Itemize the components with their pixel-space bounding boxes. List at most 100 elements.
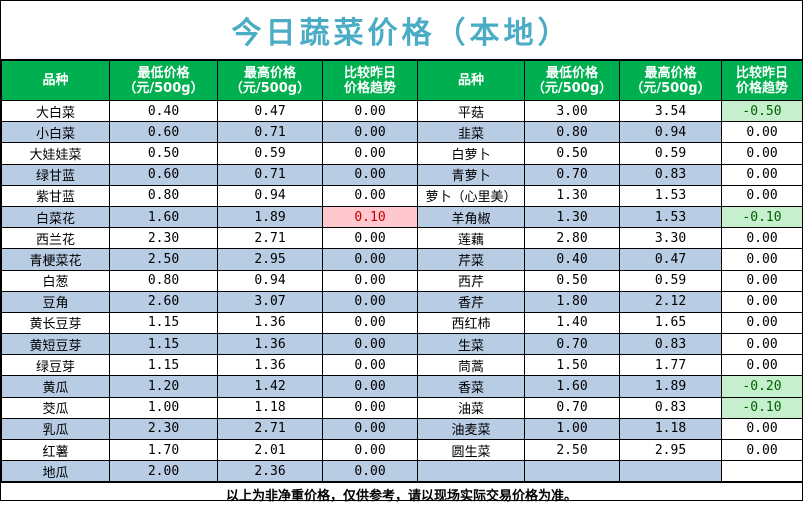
max-price: 1.18 bbox=[619, 417, 722, 441]
vegetable-name: 红薯 bbox=[1, 438, 110, 462]
min-price: 1.80 bbox=[524, 290, 620, 313]
vegetable-name: 莲藕 bbox=[417, 227, 525, 250]
min-price: 0.70 bbox=[524, 333, 620, 356]
min-price: 1.50 bbox=[524, 354, 620, 377]
vegetable-name: 绿甘蓝 bbox=[1, 163, 110, 186]
max-price: 0.83 bbox=[619, 163, 722, 186]
min-price: 1.30 bbox=[524, 205, 620, 229]
price-change: -0.20 bbox=[721, 375, 803, 398]
min-price: 0.40 bbox=[524, 248, 620, 271]
vegetable-name: 生菜 bbox=[417, 333, 525, 356]
vegetable-name: 羊角椒 bbox=[417, 205, 525, 229]
price-change: 0.00 bbox=[322, 121, 418, 144]
vegetable-name: 平菇 bbox=[417, 99, 525, 123]
min-price: 0.80 bbox=[109, 269, 218, 292]
max-price: 3.30 bbox=[619, 227, 722, 250]
price-change: 0.00 bbox=[721, 121, 803, 144]
max-price: 0.83 bbox=[619, 396, 722, 419]
price-change: 0.00 bbox=[322, 227, 418, 250]
vegetable-name: 韭菜 bbox=[417, 121, 525, 144]
max-price: 0.94 bbox=[619, 121, 722, 144]
max-price: 1.89 bbox=[619, 375, 722, 398]
max-price: 1.77 bbox=[619, 354, 722, 377]
max-price: 0.59 bbox=[619, 269, 722, 292]
max-price: 1.53 bbox=[619, 184, 722, 207]
price-change: 0.00 bbox=[322, 99, 418, 123]
max-price: 2.71 bbox=[217, 227, 323, 250]
disclaimer-text: 以上为非净重价格，仅供参考，请以现场实际交易价格为准。 bbox=[225, 488, 577, 504]
min-price: 1.60 bbox=[524, 375, 620, 398]
max-price: 1.42 bbox=[217, 375, 323, 398]
price-change: -0.10 bbox=[721, 396, 803, 419]
table-row: 大娃娃菜 0.50 0.59 0.00 白萝卜 0.50 0.59 0.00 bbox=[1, 142, 803, 165]
vegetable-name: 青萝卜 bbox=[417, 163, 525, 186]
price-change: 0.00 bbox=[721, 184, 803, 207]
min-price: 3.00 bbox=[524, 99, 620, 123]
price-change: 0.00 bbox=[322, 184, 418, 207]
max-price: 0.59 bbox=[619, 142, 722, 165]
vegetable-name: 青梗菜花 bbox=[1, 248, 110, 271]
price-table: 品种 最低价格 （元/500g） 最高价格 （元/500g） 比较昨日 价格趋势 品种… bbox=[1, 60, 803, 483]
min-price: 0.60 bbox=[109, 163, 218, 186]
min-price bbox=[524, 460, 620, 483]
min-price: 0.70 bbox=[524, 163, 620, 186]
min-price: 1.70 bbox=[109, 438, 218, 462]
table-row: 豆角 2.60 3.07 0.00 香芹 1.80 2.12 0.00 bbox=[1, 290, 803, 313]
header-min-right: 最低价格 （元/500g） bbox=[524, 60, 620, 101]
max-price: 3.07 bbox=[217, 290, 323, 313]
max-price: 0.94 bbox=[217, 269, 323, 292]
price-change: 0.00 bbox=[721, 311, 803, 335]
vegetable-name: 黄短豆芽 bbox=[1, 333, 110, 356]
min-price: 2.80 bbox=[524, 227, 620, 250]
header-name-left: 品种 bbox=[1, 60, 110, 101]
table-row: 黄长豆芽 1.15 1.36 0.00 西红柿 1.40 1.65 0.00 bbox=[1, 311, 803, 335]
min-price: 1.00 bbox=[109, 396, 218, 419]
min-price: 1.15 bbox=[109, 311, 218, 335]
price-change: 0.00 bbox=[721, 163, 803, 186]
min-price: 1.40 bbox=[524, 311, 620, 335]
min-price: 1.20 bbox=[109, 375, 218, 398]
price-change: 0.00 bbox=[322, 142, 418, 165]
price-change: 0.00 bbox=[721, 269, 803, 292]
vegetable-name: 黄瓜 bbox=[1, 375, 110, 398]
price-change: 0.00 bbox=[322, 290, 418, 313]
vegetable-name: 茭瓜 bbox=[1, 396, 110, 419]
max-price: 0.59 bbox=[217, 142, 323, 165]
vegetable-name: 黄长豆芽 bbox=[1, 311, 110, 335]
min-price: 0.60 bbox=[109, 121, 218, 144]
vegetable-name: 西芹 bbox=[417, 269, 525, 292]
table-row: 青梗菜花 2.50 2.95 0.00 芹菜 0.40 0.47 0.00 bbox=[1, 248, 803, 271]
table-body: 大白菜 0.40 0.47 0.00 平菇 3.00 3.54 -0.50 小白菜 0.60 0.7… bbox=[1, 99, 803, 483]
vegetable-name: 小白菜 bbox=[1, 121, 110, 144]
table-row: 乳瓜 2.30 2.71 0.00 油麦菜 1.00 1.18 0.00 bbox=[1, 417, 803, 441]
max-price: 0.47 bbox=[619, 248, 722, 271]
vegetable-name: 油菜 bbox=[417, 396, 525, 419]
max-price: 0.71 bbox=[217, 163, 323, 186]
max-price: 1.89 bbox=[217, 205, 323, 229]
max-price: 1.36 bbox=[217, 333, 323, 356]
table-row: 西兰花 2.30 2.71 0.00 莲藕 2.80 3.30 0.00 bbox=[1, 227, 803, 250]
table-row: 黄短豆芽 1.15 1.36 0.00 生菜 0.70 0.83 0.00 bbox=[1, 333, 803, 356]
price-change: 0.00 bbox=[322, 163, 418, 186]
price-change: 0.00 bbox=[721, 142, 803, 165]
price-change: 0.00 bbox=[721, 248, 803, 271]
min-price: 0.40 bbox=[109, 99, 218, 123]
price-change: 0.00 bbox=[322, 333, 418, 356]
table-row: 绿甘蓝 0.60 0.71 0.00 青萝卜 0.70 0.83 0.00 bbox=[1, 163, 803, 186]
max-price: 1.53 bbox=[619, 205, 722, 229]
title-bar: 今日蔬菜价格（本地） bbox=[1, 1, 802, 60]
table-row: 紫甘蓝 0.80 0.94 0.00 萝卜（心里美） 1.30 1.53 0.00 bbox=[1, 184, 803, 207]
price-change: 0.00 bbox=[322, 375, 418, 398]
table-row: 大白菜 0.40 0.47 0.00 平菇 3.00 3.54 -0.50 bbox=[1, 99, 803, 123]
min-price: 0.80 bbox=[109, 184, 218, 207]
price-change: 0.10 bbox=[322, 205, 418, 229]
vegetable-name: 香芹 bbox=[417, 290, 525, 313]
table-row: 黄瓜 1.20 1.42 0.00 香菜 1.60 1.89 -0.20 bbox=[1, 375, 803, 398]
price-change: 0.00 bbox=[322, 354, 418, 377]
min-price: 0.50 bbox=[524, 142, 620, 165]
vegetable-name: 西兰花 bbox=[1, 227, 110, 250]
min-price: 2.00 bbox=[109, 460, 218, 483]
min-price: 0.70 bbox=[524, 396, 620, 419]
min-price: 2.60 bbox=[109, 290, 218, 313]
vegetable-name: 白萝卜 bbox=[417, 142, 525, 165]
